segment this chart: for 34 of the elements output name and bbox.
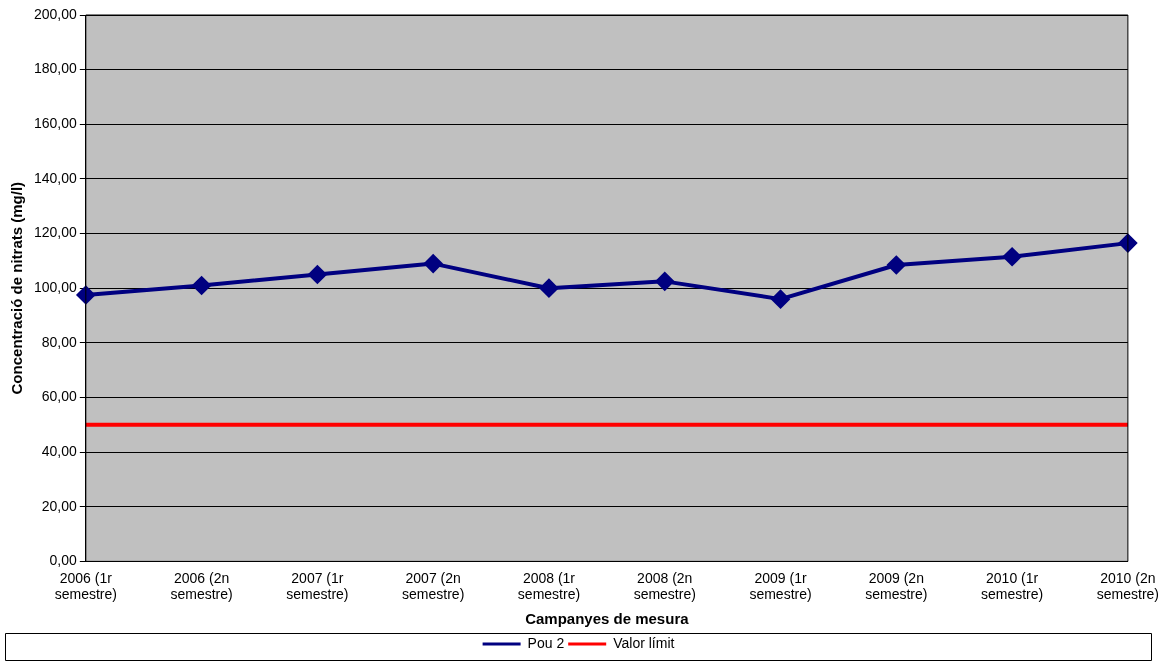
x-tick-label: 2006 (2n semestre) (170, 569, 233, 603)
y-tick-label: 100,00 (33, 279, 78, 296)
x-tick-label: 2008 (2n semestre) (633, 569, 696, 603)
y-tick-label: 180,00 (33, 60, 78, 77)
x-tick-label: 2010 (1r semestre) (980, 569, 1044, 603)
point (887, 255, 906, 274)
point (1003, 247, 1022, 266)
x-tick-label: 2010 (2n semestre) (1096, 569, 1159, 603)
x-tick-label: 2006 (1r semestre) (54, 569, 117, 603)
y-tick-label: 60,00 (41, 388, 78, 405)
x-tick-label: 2008 (1r semestre) (517, 569, 581, 603)
legend-label: Pou 2 (527, 634, 565, 651)
y-tick-label: 40,00 (41, 442, 78, 459)
x-tick-label: 2009 (2n semestre) (865, 569, 928, 603)
point (192, 276, 211, 295)
y-tick-label: 160,00 (33, 115, 78, 132)
point (424, 254, 443, 273)
point (771, 290, 790, 309)
x-tick-label: 2009 (1r semestre) (749, 569, 812, 603)
x-tick-label: 2007 (1r semestre) (286, 569, 349, 603)
point (76, 286, 95, 305)
point (655, 272, 674, 291)
y-tick-label: 200,00 (33, 5, 78, 22)
x-tick-label: 2007 (2n semestre) (402, 569, 465, 603)
x-axis-title: Campanyes de mesura (525, 610, 690, 628)
legend-label: Valor límit (613, 634, 675, 651)
y-tick-label: 140,00 (33, 169, 78, 186)
y-tick-label: 20,00 (41, 497, 78, 514)
y-axis-title: Concentració de nitrats (mg/l) (8, 181, 26, 395)
y-tick-label: 120,00 (33, 224, 78, 241)
y-tick-label: 0,00 (49, 552, 78, 569)
point (539, 279, 558, 298)
y-tick-label: 80,00 (41, 333, 78, 350)
point (308, 265, 327, 284)
